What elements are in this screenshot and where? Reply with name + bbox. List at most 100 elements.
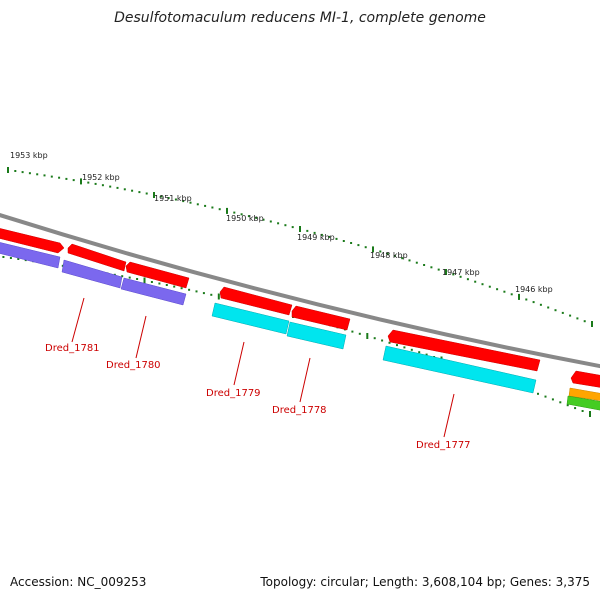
ruler-dot <box>128 276 131 279</box>
gene-label: Dred_1777 <box>416 440 471 451</box>
ruler-major-tick <box>591 321 593 327</box>
ruler-dot <box>21 171 24 174</box>
ruler-dot <box>36 173 39 176</box>
ruler-dot <box>554 309 557 312</box>
ruler-dot <box>121 275 124 278</box>
kbp-label: 1952 kbp <box>82 173 120 182</box>
ruler-major-tick <box>366 333 369 339</box>
ruler-major-tick <box>7 167 9 173</box>
ruler-dot <box>14 170 17 172</box>
ruler-dot <box>539 303 542 306</box>
ruler-dot <box>262 218 265 221</box>
ruler-dot <box>537 392 539 395</box>
ruler-dot <box>313 231 316 234</box>
ruler-dot <box>569 314 572 317</box>
ruler-dot <box>342 240 345 242</box>
ruler-dot <box>510 293 513 296</box>
ruler-major-tick <box>589 411 591 417</box>
kbp-label: 1947 kbp <box>442 268 480 277</box>
forward-cds-track <box>0 228 600 388</box>
ruler-major-tick <box>372 246 374 253</box>
ruler-dot <box>581 410 584 412</box>
cds-feature <box>0 242 61 269</box>
ruler-dot <box>388 341 391 344</box>
reverse-cds-track <box>0 242 600 411</box>
ruler-dot <box>393 254 396 257</box>
ruler-dot <box>547 306 550 309</box>
ruler-major-tick <box>518 293 520 300</box>
ruler-dot <box>364 246 367 249</box>
cds-feature <box>211 302 290 335</box>
ruler-dot <box>269 220 272 223</box>
ruler-dot <box>459 275 462 278</box>
ruler-dot <box>202 292 205 295</box>
ruler-dot <box>167 197 170 199</box>
ruler-dot <box>474 280 477 283</box>
kbp-label: 1946 kbp <box>515 285 553 294</box>
ruler-dot <box>415 261 418 264</box>
outer-ruler-dots <box>7 167 593 327</box>
ruler-dot <box>50 175 53 178</box>
ruler-dot <box>189 201 192 204</box>
cds-feature <box>61 259 123 289</box>
ruler-major-tick <box>299 226 301 232</box>
ruler-dot <box>255 216 258 219</box>
ruler-dot <box>437 268 440 271</box>
ruler-dot <box>425 353 428 356</box>
ruler-dot <box>188 288 191 291</box>
kbp-label: 1951 kbp <box>154 194 192 203</box>
accession-text: Accession: NC_009253 <box>10 575 147 589</box>
ruler-dot <box>195 290 198 293</box>
ruler-dot <box>65 177 68 180</box>
cds-feature <box>219 286 293 316</box>
ruler-dot <box>158 282 161 285</box>
ruler-dot <box>291 226 294 229</box>
genome-backbone <box>0 213 600 369</box>
ruler-dot <box>418 351 421 354</box>
gene-label: Dred_1778 <box>272 405 327 416</box>
ruler-dot <box>150 281 153 283</box>
ruler-dot <box>488 285 491 288</box>
ruler-dot <box>240 213 243 216</box>
ruler-dot <box>320 233 323 236</box>
ruler-major-tick <box>143 277 146 284</box>
ruler-dot <box>532 301 535 304</box>
ruler-dot <box>17 258 20 260</box>
kbp-label: 1948 kbp <box>370 251 408 260</box>
ruler-dot <box>211 206 214 209</box>
ruler-dot <box>131 189 134 192</box>
ruler-dot <box>466 278 469 281</box>
ruler-dot <box>358 332 361 335</box>
ruler-dot <box>160 195 163 198</box>
ruler-dot <box>306 229 309 232</box>
ruler-major-tick <box>226 207 228 214</box>
cds-feature <box>291 305 351 331</box>
ruler-dot <box>87 181 90 184</box>
label-leader-line <box>135 315 147 359</box>
ruler-dot <box>335 237 338 240</box>
ruler-dot <box>379 250 382 253</box>
map-title: Desulfotomaculum reducens MI-1, complete… <box>114 10 486 26</box>
cds-feature <box>570 370 600 388</box>
ruler-dot <box>430 266 433 269</box>
cds-feature <box>566 395 600 411</box>
cds-feature <box>125 261 190 289</box>
ruler-dot <box>350 242 353 244</box>
label-leader-line <box>233 341 245 386</box>
ruler-dot <box>204 204 207 207</box>
ruler-dot <box>138 191 141 194</box>
ruler-dot <box>145 192 148 195</box>
ruler-dot <box>481 283 484 286</box>
ruler-dot <box>381 339 384 342</box>
label-leader-line <box>299 357 311 403</box>
ruler-dot <box>328 235 331 238</box>
ruler-dot <box>247 215 250 218</box>
ruler-dot <box>284 224 287 227</box>
ruler-dot <box>277 222 280 225</box>
ruler-dot <box>496 288 499 291</box>
label-leader-line <box>443 393 455 438</box>
ruler-dot <box>423 264 426 266</box>
ruler-dot <box>165 284 168 286</box>
cds-feature <box>382 345 537 394</box>
